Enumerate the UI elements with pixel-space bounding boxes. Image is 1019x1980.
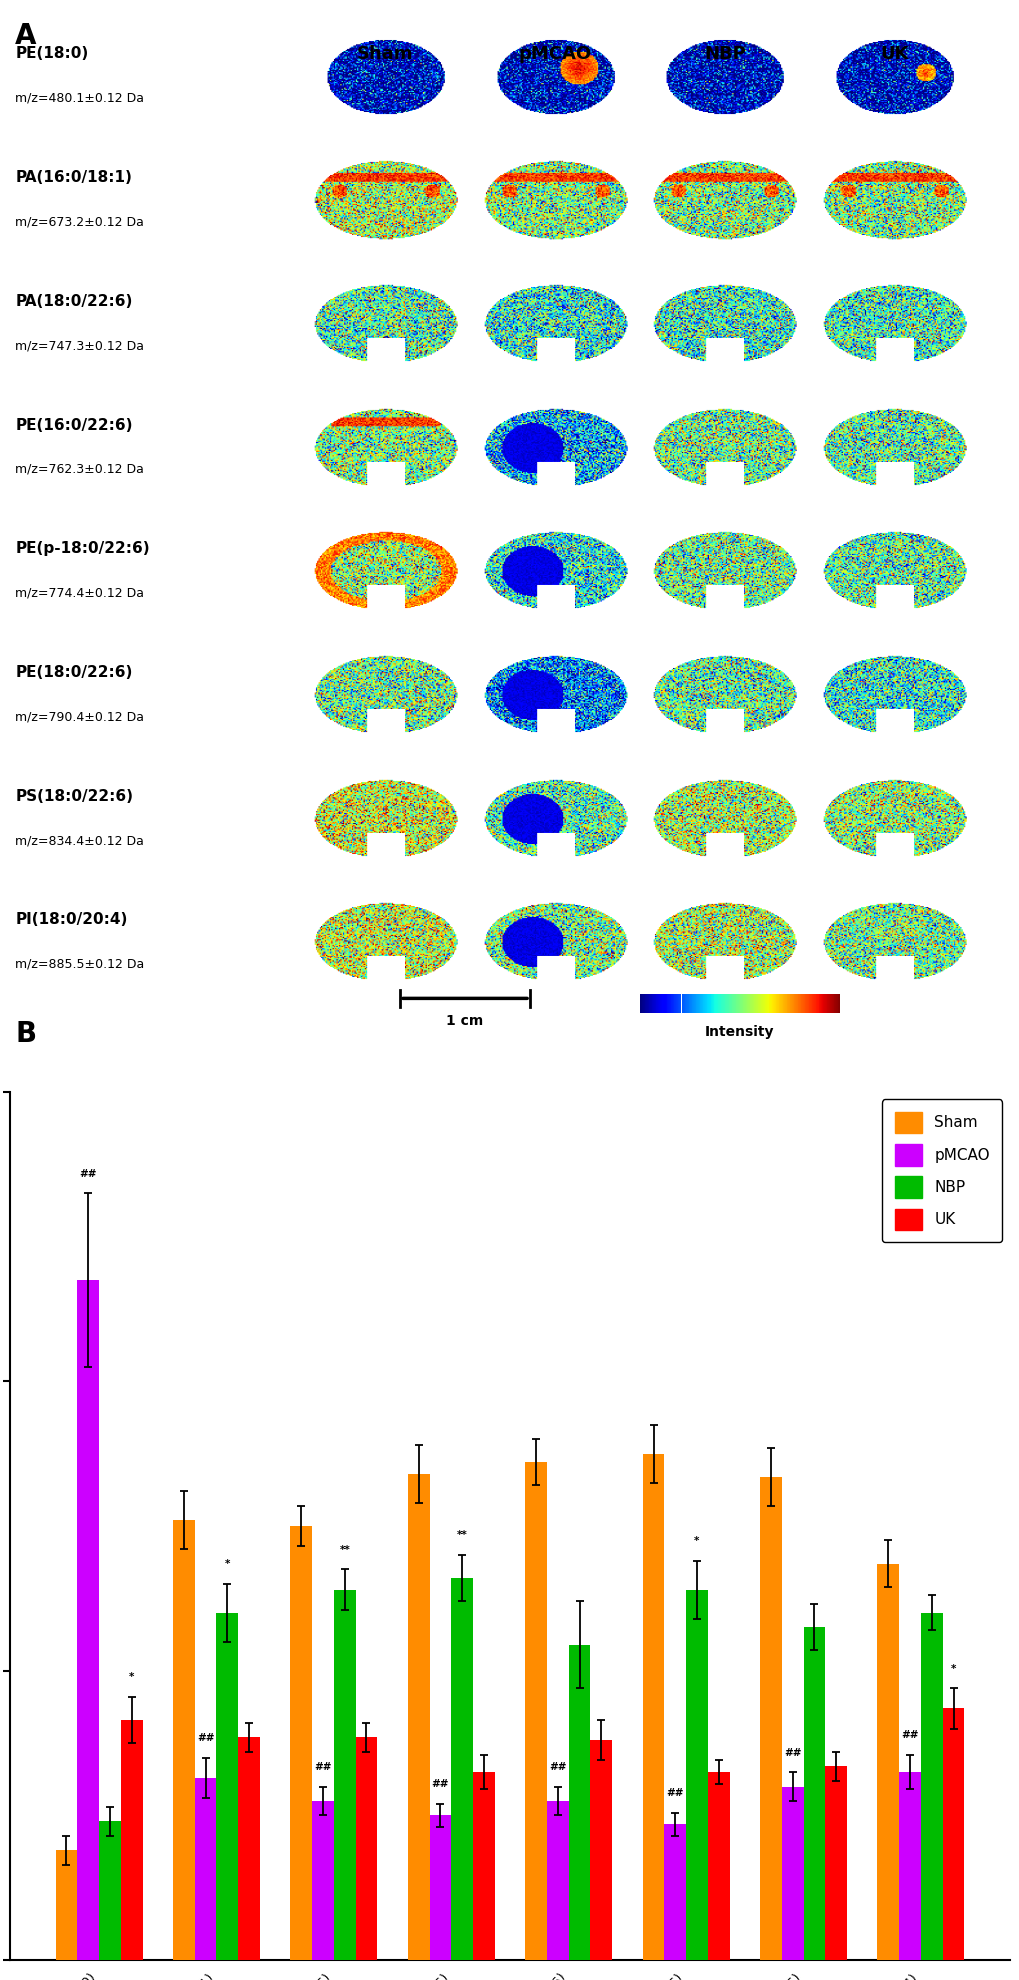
Bar (525, 1463, 546, 1960)
Text: PA(16:0/18:1): PA(16:0/18:1) (15, 170, 131, 186)
Text: ##: ## (784, 1748, 801, 1758)
Text: m/z=747.3±0.12 Da: m/z=747.3±0.12 Da (15, 339, 144, 352)
Bar (759, 1477, 781, 1960)
Bar (899, 1772, 920, 1960)
Bar (356, 1736, 377, 1960)
Text: m/z=762.3±0.12 Da: m/z=762.3±0.12 Da (15, 463, 144, 475)
Text: PE(p-18:0/22:6): PE(p-18:0/22:6) (15, 541, 150, 556)
Bar (216, 1614, 238, 1960)
Text: ##: ## (665, 1788, 684, 1798)
Text: ·: · (86, 1362, 91, 1376)
Bar (77, 1279, 99, 1960)
Text: ##: ## (548, 1762, 566, 1772)
Text: m/z=774.4±0.12 Da: m/z=774.4±0.12 Da (15, 586, 144, 600)
Bar (707, 1772, 729, 1960)
Text: m/z=480.1±0.12 Da: m/z=480.1±0.12 Da (15, 91, 144, 105)
Bar (569, 1645, 590, 1960)
Bar (803, 1628, 824, 1960)
Bar (546, 1802, 569, 1960)
Bar (920, 1614, 942, 1960)
Bar (120, 1721, 143, 1960)
Bar (942, 1709, 963, 1960)
Bar (312, 1802, 333, 1960)
Bar (473, 1772, 494, 1960)
Text: ##: ## (314, 1762, 331, 1772)
Bar (450, 1578, 473, 1960)
Text: ##: ## (431, 1780, 448, 1790)
Bar (781, 1786, 803, 1960)
Text: UK: UK (879, 46, 908, 63)
Text: **: ** (339, 1544, 350, 1554)
Bar (429, 1816, 450, 1960)
Text: *: * (694, 1536, 699, 1546)
Text: Intensity: Intensity (704, 1026, 773, 1040)
Text: ##: ## (901, 1731, 918, 1740)
Text: PE(16:0/22:6): PE(16:0/22:6) (15, 418, 132, 432)
Legend: Sham, pMCAO, NBP, UK: Sham, pMCAO, NBP, UK (881, 1099, 1002, 1243)
Text: PE(18:0/22:6): PE(18:0/22:6) (15, 665, 132, 679)
Bar (642, 1453, 663, 1960)
Text: PS(18:0/22:6): PS(18:0/22:6) (15, 788, 133, 804)
Bar (99, 1822, 120, 1960)
Text: m/z=673.2±0.12 Da: m/z=673.2±0.12 Da (15, 216, 144, 228)
Text: Sham: Sham (357, 46, 413, 63)
Text: m/z=790.4±0.12 Da: m/z=790.4±0.12 Da (15, 711, 144, 723)
Text: ##: ## (79, 1168, 97, 1178)
Bar (333, 1590, 356, 1960)
Text: B: B (15, 1020, 37, 1047)
Text: 1 cm: 1 cm (446, 1014, 483, 1028)
Bar (290, 1527, 312, 1960)
Text: **: ** (457, 1531, 467, 1540)
Text: PI(18:0/20:4): PI(18:0/20:4) (15, 913, 127, 927)
Text: *: * (950, 1663, 955, 1673)
Text: ##: ## (197, 1732, 214, 1742)
Bar (56, 1849, 77, 1960)
Bar (590, 1740, 611, 1960)
Text: PE(18:0): PE(18:0) (15, 46, 89, 61)
Text: pMCAO: pMCAO (518, 46, 591, 63)
Text: A: A (15, 22, 37, 50)
Text: *: * (224, 1560, 230, 1570)
Bar (195, 1778, 216, 1960)
Text: NBP: NBP (703, 46, 745, 63)
Text: m/z=885.5±0.12 Da: m/z=885.5±0.12 Da (15, 958, 145, 970)
Text: PA(18:0/22:6): PA(18:0/22:6) (15, 293, 132, 309)
Text: *: * (128, 1673, 135, 1683)
Bar (173, 1521, 195, 1960)
Bar (663, 1824, 686, 1960)
Bar (876, 1564, 899, 1960)
Bar (686, 1590, 707, 1960)
Bar (408, 1473, 429, 1960)
Bar (824, 1766, 846, 1960)
Text: m/z=834.4±0.12 Da: m/z=834.4±0.12 Da (15, 834, 144, 847)
Bar (238, 1736, 260, 1960)
